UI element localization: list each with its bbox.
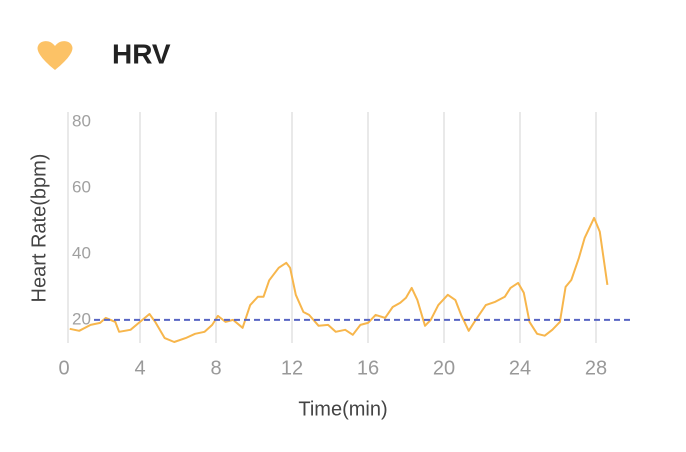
x-tick-label: 4 [134, 357, 145, 379]
chart-title: HRV [112, 38, 171, 69]
x-tick-label: 12 [281, 357, 303, 379]
y-tick-label: 80 [72, 111, 91, 130]
x-tick-label: 0 [58, 357, 69, 379]
x-tick-label: 24 [509, 357, 531, 379]
x-tick-label: 20 [433, 357, 455, 379]
y-tick-label: 40 [72, 243, 91, 262]
x-tick-label: 16 [357, 357, 379, 379]
heart-icon [37, 41, 73, 70]
x-tick-label: 8 [210, 357, 221, 379]
x-axis-label: Time(min) [298, 398, 387, 420]
y-tick-label: 20 [72, 309, 91, 328]
data-line [69, 216, 609, 343]
x-tick-label: 28 [585, 357, 607, 379]
y-axis-label: Heart Rate(bpm) [28, 154, 50, 303]
y-tick-label: 60 [72, 177, 91, 196]
